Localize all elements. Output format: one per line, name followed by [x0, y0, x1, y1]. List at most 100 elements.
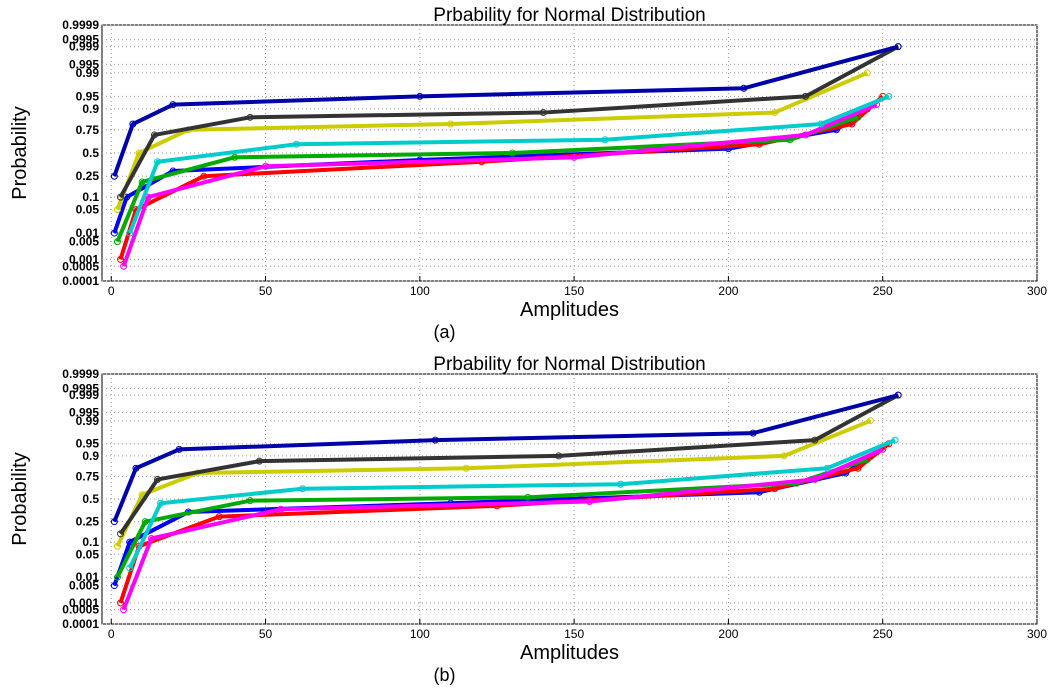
series-line-8: [112, 44, 899, 177]
y-axis-label: Probability: [9, 452, 31, 545]
data-point: [416, 92, 424, 100]
data-point: [117, 255, 125, 263]
y-tick-label: 0.1: [82, 535, 99, 549]
data-point: [255, 457, 263, 465]
series-line-7: [118, 393, 900, 535]
y-tick-label: 0.05: [76, 547, 100, 561]
y-tick-label: 0.995: [69, 57, 99, 71]
y-tick-label: 0.75: [76, 469, 100, 483]
data-point: [277, 505, 285, 513]
y-tick-label: 0.1: [82, 190, 99, 204]
y-tick-label: 0.9999: [62, 367, 99, 381]
series-line-5: [127, 438, 896, 569]
y-tick-label: 0.005: [69, 235, 99, 249]
data-point: [539, 109, 547, 117]
data-point: [147, 534, 155, 542]
y-tick-label: 0.999: [69, 388, 99, 402]
data-point: [135, 149, 143, 157]
x-axis-label: Amplitudes: [520, 299, 619, 321]
data-point: [200, 172, 208, 180]
data-point: [894, 43, 902, 51]
x-tick-label: 0: [108, 627, 115, 641]
data-point: [113, 206, 121, 214]
y-tick-label: 0.9995: [62, 381, 99, 395]
data-point: [863, 69, 871, 77]
data-point: [117, 599, 125, 607]
chart-panel-b: 0 50 100 150 200 250 300 0.0001 0.0005 0.001 0.005…: [0, 347, 1055, 695]
data-point: [616, 480, 624, 488]
x-tick-label: 50: [259, 284, 273, 298]
y-tick-label: 0.0001: [62, 617, 99, 631]
x-tick-label: 100: [410, 284, 430, 298]
data-point: [811, 436, 819, 444]
data-point: [117, 193, 125, 201]
y-tick-label: 0.9999: [62, 18, 99, 32]
data-point: [749, 429, 757, 437]
x-tick-label: 0: [108, 284, 115, 298]
x-tick-label: 250: [873, 284, 893, 298]
y-tick-label: 0.0005: [62, 603, 99, 617]
data-point: [740, 84, 748, 92]
panel-caption: (a): [434, 322, 456, 342]
data-point: [141, 518, 149, 526]
y-tick-label: 0.005: [69, 579, 99, 593]
data-point: [169, 101, 177, 109]
data-point: [817, 120, 825, 128]
data-point: [150, 131, 158, 139]
chart-title: Prbability for Normal Distribution: [433, 354, 705, 375]
data-point: [246, 113, 254, 121]
data-point: [113, 542, 121, 550]
y-tick-label: 0.25: [76, 515, 100, 529]
data-point: [586, 498, 594, 506]
data-point: [129, 120, 137, 128]
y-tick-label: 0.9995: [62, 33, 99, 47]
y-tick-label: 0.5: [82, 492, 99, 506]
data-point: [894, 391, 902, 399]
series-line-6: [115, 418, 872, 548]
y-tick-label: 0.9: [82, 102, 99, 116]
y-tick-label: 0.05: [76, 203, 100, 217]
chart-title: Prbability for Normal Distribution: [433, 5, 705, 26]
data-point: [120, 262, 128, 270]
data-point: [780, 452, 788, 460]
x-axis-label: Amplitudes: [520, 642, 619, 664]
data-point: [215, 513, 223, 521]
y-tick-label: 0.99: [76, 66, 100, 80]
data-point: [157, 499, 165, 507]
y-tick-label: 0.95: [76, 437, 100, 451]
data-point: [508, 149, 516, 157]
data-point: [175, 445, 183, 453]
data-point: [854, 464, 862, 472]
y-tick-label: 0.01: [76, 570, 100, 584]
y-tick-label: 0.9: [82, 449, 99, 463]
data-point: [811, 475, 819, 483]
x-tick-label: 200: [718, 627, 738, 641]
series-line-6: [115, 71, 869, 211]
y-tick-label: 0.01: [76, 226, 100, 240]
y-tick-label: 0.001: [69, 596, 99, 610]
data-point: [120, 606, 128, 614]
y-tick-label: 0.0005: [62, 259, 99, 273]
x-tick-label: 250: [873, 627, 893, 641]
x-tick-label: 200: [718, 284, 738, 298]
y-tick-label: 0.75: [76, 123, 100, 137]
series-line-5: [127, 94, 890, 234]
data-point: [601, 136, 609, 144]
series-line-4: [121, 102, 878, 267]
data-point: [299, 485, 307, 493]
y-axis-label: Probability: [9, 106, 31, 199]
x-tick-label: 150: [564, 284, 584, 298]
y-tick-label: 0.001: [69, 252, 99, 266]
series-line-7: [118, 44, 900, 199]
y-tick-label: 0.5: [82, 146, 99, 160]
data-point: [570, 153, 578, 161]
y-tick-label: 0.999: [69, 40, 99, 54]
data-point: [555, 452, 563, 460]
data-point: [447, 120, 455, 128]
x-tick-label: 100: [410, 627, 430, 641]
data-point: [292, 140, 300, 148]
data-point: [524, 493, 532, 501]
data-point: [771, 109, 779, 117]
data-point: [132, 464, 140, 472]
